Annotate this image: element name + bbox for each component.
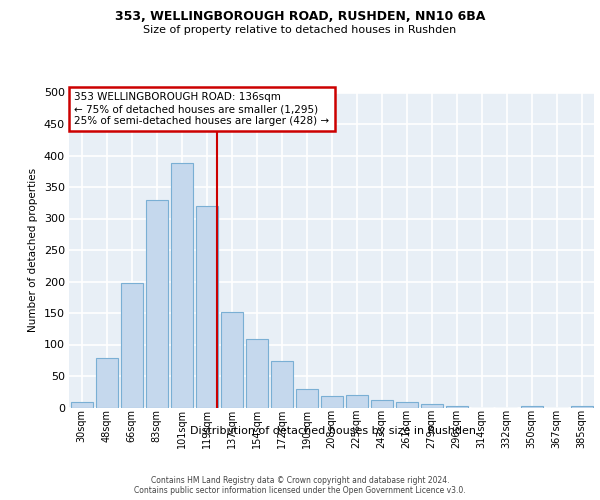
Bar bbox=[371, 400, 392, 407]
Bar bbox=[121, 284, 143, 408]
Bar bbox=[445, 406, 467, 407]
Bar bbox=[571, 406, 593, 407]
Text: 353 WELLINGBOROUGH ROAD: 136sqm
← 75% of detached houses are smaller (1,295)
25%: 353 WELLINGBOROUGH ROAD: 136sqm ← 75% of… bbox=[74, 92, 329, 126]
Bar bbox=[421, 404, 443, 407]
Bar bbox=[221, 312, 242, 408]
Bar bbox=[71, 402, 92, 407]
Bar bbox=[271, 361, 293, 408]
Bar bbox=[196, 206, 218, 408]
Bar bbox=[95, 358, 118, 408]
Bar bbox=[395, 402, 418, 407]
Bar bbox=[170, 163, 193, 408]
Text: Size of property relative to detached houses in Rushden: Size of property relative to detached ho… bbox=[143, 25, 457, 35]
Bar bbox=[320, 396, 343, 407]
Y-axis label: Number of detached properties: Number of detached properties bbox=[28, 168, 38, 332]
Bar bbox=[346, 395, 367, 407]
Bar bbox=[245, 340, 268, 407]
Text: 353, WELLINGBOROUGH ROAD, RUSHDEN, NN10 6BA: 353, WELLINGBOROUGH ROAD, RUSHDEN, NN10 … bbox=[115, 10, 485, 23]
Bar bbox=[146, 200, 167, 408]
Text: Contains HM Land Registry data © Crown copyright and database right 2024.
Contai: Contains HM Land Registry data © Crown c… bbox=[134, 476, 466, 495]
Bar bbox=[296, 388, 317, 407]
Bar bbox=[521, 406, 542, 407]
Text: Distribution of detached houses by size in Rushden: Distribution of detached houses by size … bbox=[190, 426, 476, 436]
